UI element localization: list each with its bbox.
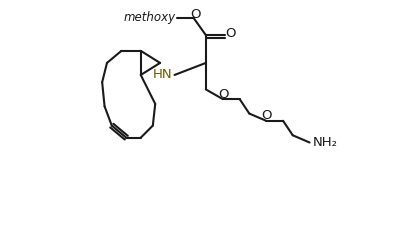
Text: O: O xyxy=(261,110,272,122)
Text: O: O xyxy=(225,28,236,41)
Text: O: O xyxy=(218,88,229,101)
Text: HN: HN xyxy=(153,69,172,81)
Text: NH₂: NH₂ xyxy=(313,136,338,149)
Text: O: O xyxy=(190,8,200,21)
Text: methoxy: methoxy xyxy=(124,10,176,24)
